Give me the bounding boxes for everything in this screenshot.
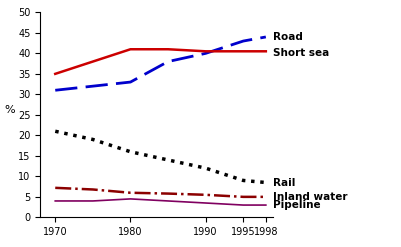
Text: Road: Road [272,32,302,42]
Text: Short sea: Short sea [272,48,328,58]
Text: Rail: Rail [272,178,294,187]
Text: Pipeline: Pipeline [272,200,320,210]
Y-axis label: %: % [4,105,15,115]
Text: Inland water: Inland water [272,192,346,202]
